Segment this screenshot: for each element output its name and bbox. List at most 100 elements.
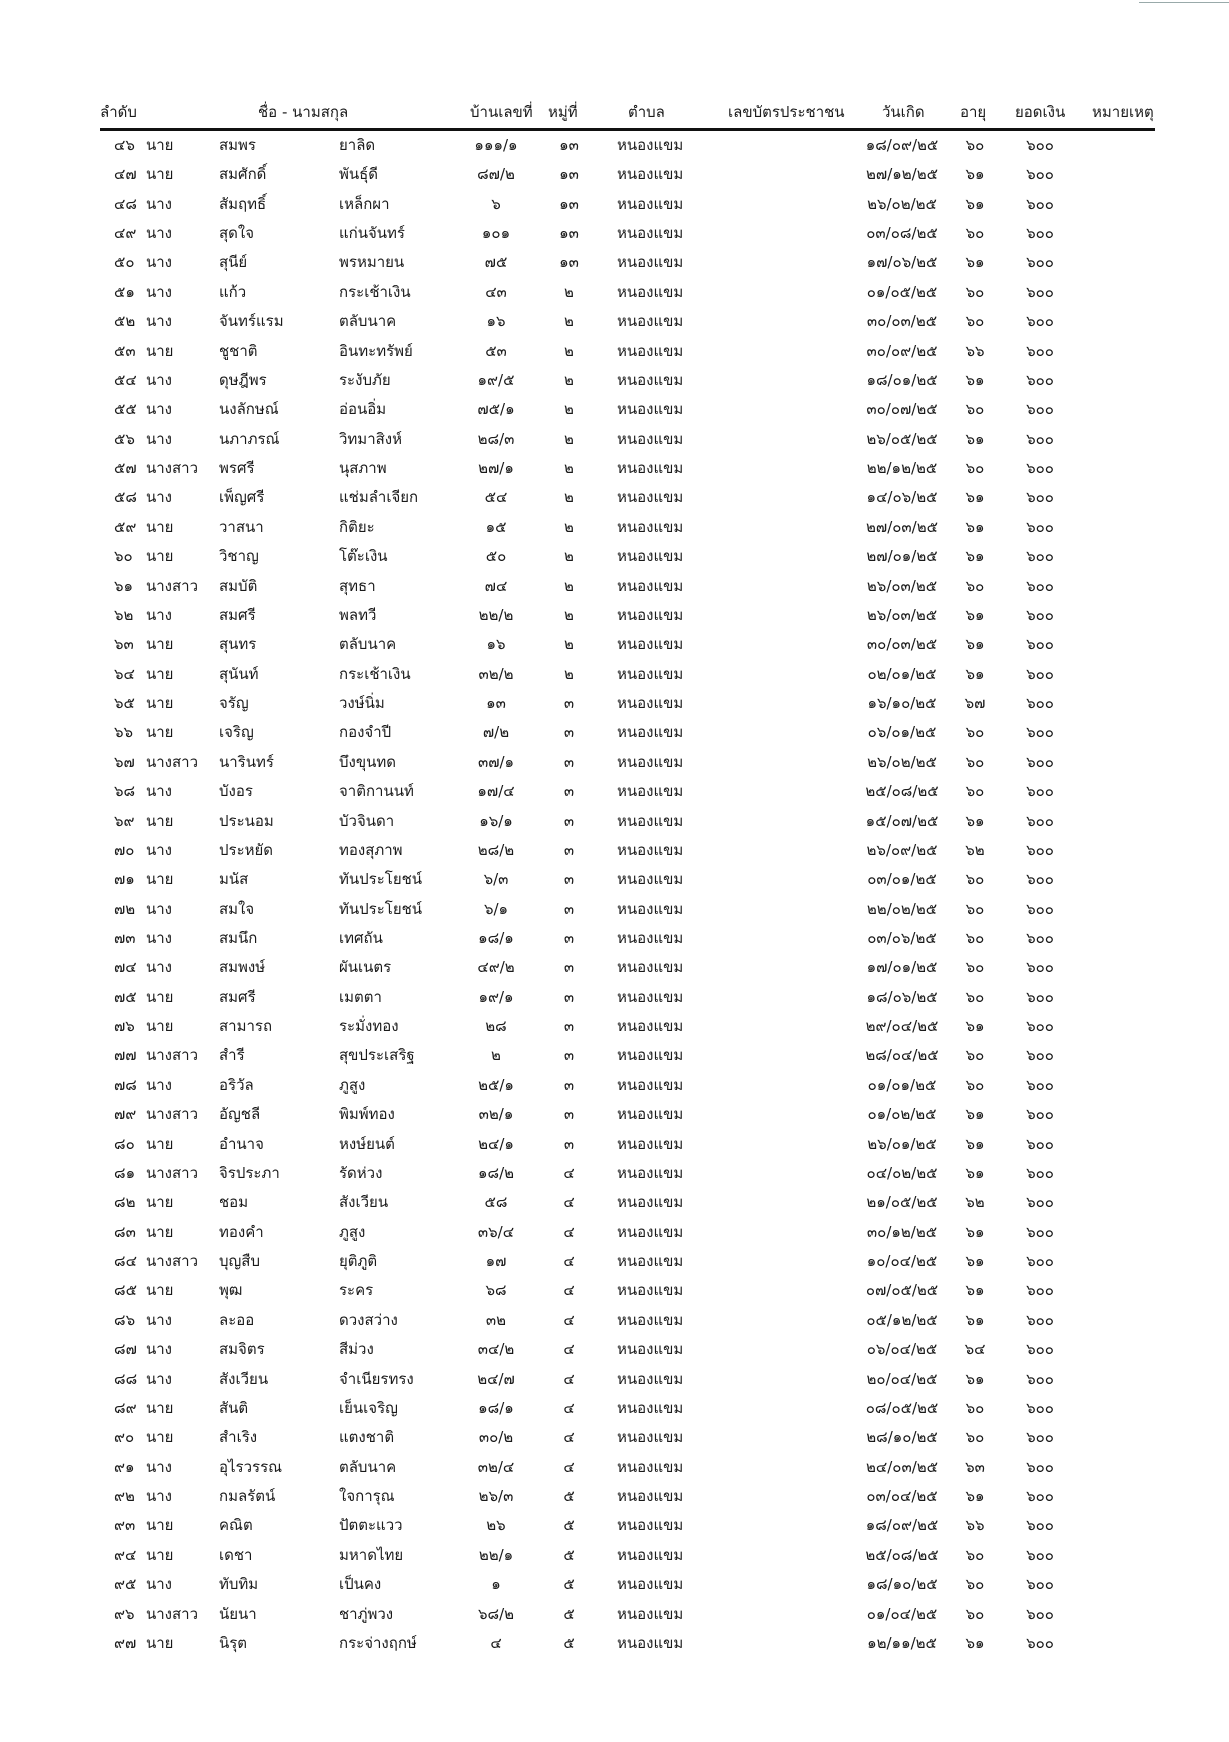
tambon: หนองแขม <box>617 370 684 389</box>
title-prefix: นางสาว <box>146 1105 199 1124</box>
row-number: ๗๘ <box>114 1075 137 1094</box>
house-number: ๘๗/๒ <box>477 165 515 184</box>
first-name: ละออ <box>219 1310 255 1329</box>
amount: ๖๐๐ <box>1026 253 1054 272</box>
first-name: สมศรี <box>219 987 256 1006</box>
tambon: หนองแขม <box>617 1428 684 1447</box>
house-number: ๑ <box>491 1575 501 1594</box>
last-name: กระจ่างฤกษ์ <box>339 1633 417 1652</box>
tambon: หนองแขม <box>617 840 684 859</box>
birth-date: ๐๑/๐๑/๒๕ <box>867 1075 937 1094</box>
tambon: หนองแขม <box>617 899 684 918</box>
table-row: ๙๒ นาง กมลรัตน์ ใจการุณ ๒๖/๓ ๕ หนองแขม ๐๓/๐๔/๒๕… <box>0 1482 1229 1511</box>
table-row: ๖๕ นาย จรัญ วงษ์นิ่ม ๑๓ ๓ หนองแขม ๑๖/๑๐/๒๕ ๖๗ ๖๐๐ <box>0 689 1229 718</box>
age: ๖๑ <box>965 1163 985 1182</box>
age: ๖๐ <box>965 1398 985 1417</box>
amount: ๖๐๐ <box>1026 1398 1054 1417</box>
row-number: ๘๓ <box>114 1222 136 1241</box>
title-prefix: นาง <box>146 253 173 272</box>
house-number: ๑๗ <box>485 1252 507 1271</box>
tambon: หนองแขม <box>617 1193 684 1212</box>
tambon: หนองแขม <box>617 928 684 947</box>
table-row: ๙๗ นาย นิรุต กระจ่างฤกษ์ ๔ ๕ หนองแขม ๑๒/๑๑/๒๕ ๖๑… <box>0 1629 1229 1658</box>
birth-date: ๒๖/๐๙/๒๕ <box>866 840 938 859</box>
amount: ๖๐๐ <box>1026 811 1054 830</box>
house-number: ๑๘/๒ <box>477 1163 515 1182</box>
moo-number: ๓ <box>563 811 575 830</box>
amount: ๖๐๐ <box>1026 1575 1054 1594</box>
amount: ๖๐๐ <box>1026 165 1054 184</box>
age: ๖๐ <box>965 312 985 331</box>
header-house-no: บ้านเลขที่ <box>470 103 533 121</box>
title-prefix: นางสาว <box>146 1252 199 1271</box>
title-prefix: นาง <box>146 1457 173 1476</box>
last-name: พิมพ์ทอง <box>339 1105 395 1124</box>
house-number: ๔๙/๒ <box>477 958 515 977</box>
moo-number: ๓ <box>563 1105 575 1124</box>
age: ๖๖ <box>965 341 985 360</box>
row-number: ๔๙ <box>114 224 137 243</box>
last-name: ทันประโยชน์ <box>339 870 423 889</box>
last-name: ทองสุภาพ <box>339 840 403 859</box>
birth-date: ๐๓/๐๖/๒๕ <box>867 928 937 947</box>
age: ๖๑ <box>965 605 985 624</box>
table-row: ๕๗ นางสาว พรศรี นุสภาพ ๒๗/๑ ๒ หนองแขม ๒๒/๑๒/๒๕ ๖… <box>0 454 1229 483</box>
house-number: ๓๖/๔ <box>477 1222 515 1241</box>
last-name: ยาลิด <box>339 136 376 154</box>
amount: ๖๐๐ <box>1026 1222 1054 1241</box>
house-number: ๕๓ <box>485 341 507 360</box>
title-prefix: นาย <box>146 165 174 184</box>
house-number: ๒๘/๒ <box>477 840 515 859</box>
last-name: ยุติภูติ <box>339 1252 378 1271</box>
age: ๖๒ <box>965 840 985 859</box>
moo-number: ๔ <box>563 1163 575 1182</box>
title-prefix: นาย <box>146 341 174 360</box>
row-number: ๗๓ <box>114 928 136 947</box>
age: ๖๐ <box>965 400 985 419</box>
title-prefix: นาง <box>146 605 173 624</box>
birth-date: ๑๘/๐๙/๒๕ <box>865 136 939 154</box>
table-row: ๖๓ นาย สุนทร ตลับนาค ๑๖ ๒ หนองแขม ๓๐/๐๓/๒๕ ๖๑ ๖๐๐ <box>0 630 1229 659</box>
last-name: นุสภาพ <box>339 459 387 478</box>
table-row: ๖๐ นาย วิชาญ โต๊ะเงิน ๕๐ ๒ หนองแขม ๒๗/๐๑/๒๕ ๖๑ ๖๐… <box>0 542 1229 571</box>
first-name: สมจิตร <box>219 1340 265 1359</box>
moo-number: ๓ <box>563 1017 575 1036</box>
first-name: สัมฤทธิ์ <box>219 194 267 213</box>
first-name: แก้ว <box>219 282 247 301</box>
first-name: ทับทิม <box>219 1575 259 1594</box>
birth-date: ๒๗/๑๒/๒๕ <box>866 165 938 184</box>
table-row: ๗๒ นาง สมใจ ทันประโยชน์ ๖/๑ ๓ หนองแขม ๒๒/๐๒/๒๕ ๖… <box>0 895 1229 924</box>
age: ๖๑ <box>965 488 985 507</box>
table-row: ๕๘ นาง เพ็ญศรี แช่มลำเจียก ๕๔ ๒ หนองแขม ๑๔/๐๖/๒… <box>0 483 1229 512</box>
last-name: ระมั่งทอง <box>339 1017 399 1036</box>
amount: ๖๐๐ <box>1026 1310 1054 1329</box>
age: ๖๐ <box>965 1046 985 1065</box>
moo-number: ๔ <box>563 1340 575 1359</box>
row-number: ๘๖ <box>114 1310 136 1329</box>
tambon: หนองแขม <box>617 459 684 478</box>
house-number: ๒๒/๒ <box>478 605 514 624</box>
first-name: สมพงษ์ <box>219 958 266 977</box>
row-number: ๗๑ <box>114 870 135 889</box>
tambon: หนองแขม <box>617 605 684 624</box>
row-number: ๘๐ <box>114 1134 135 1153</box>
amount: ๖๐๐ <box>1026 341 1054 360</box>
first-name: อำนาจ <box>219 1134 264 1153</box>
tambon: หนองแขม <box>617 1134 684 1153</box>
age: ๖๐ <box>965 752 985 771</box>
table-row: ๔๙ นาง สุดใจ แก่นจันทร์ ๑๐๑ ๑๓ หนองแขม ๐๓/๐๘/๒๕… <box>0 219 1229 248</box>
row-number: ๕๖ <box>114 429 135 448</box>
scan-edge-line <box>1139 2 1229 3</box>
title-prefix: นาง <box>146 958 173 977</box>
amount: ๖๐๐ <box>1026 400 1054 419</box>
birth-date: ๓๐/๑๒/๒๕ <box>866 1222 938 1241</box>
moo-number: ๓ <box>563 840 575 859</box>
birth-date: ๒๙/๐๔/๒๕ <box>865 1017 939 1036</box>
row-number: ๖๕ <box>114 694 135 713</box>
amount: ๖๐๐ <box>1026 1017 1054 1036</box>
birth-date: ๑๘/๐๙/๒๕ <box>865 1516 939 1535</box>
last-name: สุทธา <box>339 576 376 595</box>
row-number: ๘๕ <box>114 1281 137 1300</box>
house-number: ๒ <box>491 1046 501 1065</box>
row-number: ๘๔ <box>114 1252 137 1271</box>
